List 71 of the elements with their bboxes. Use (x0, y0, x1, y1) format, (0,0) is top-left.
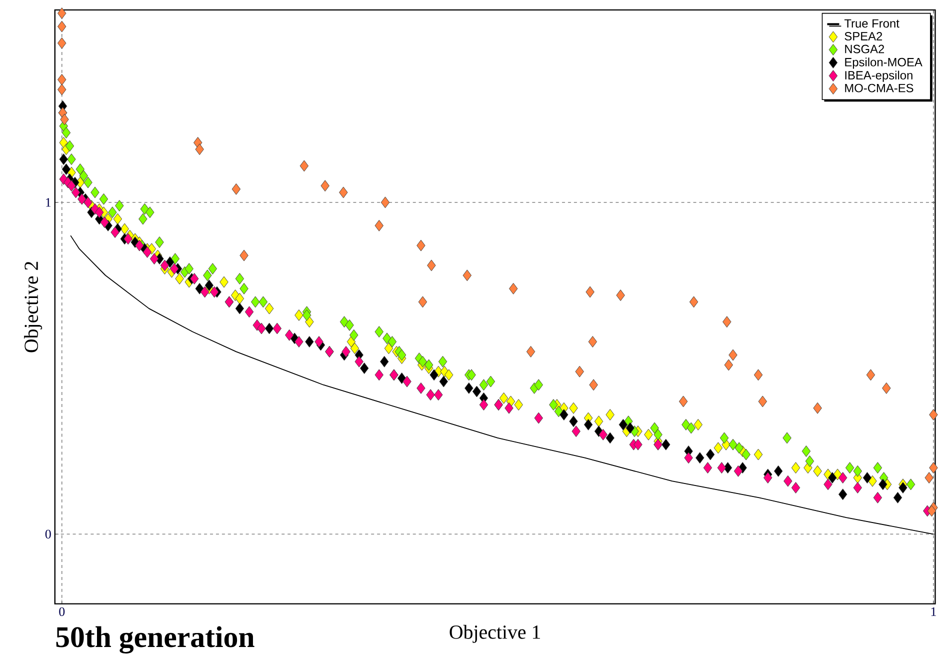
point (866, 369, 876, 381)
legend-label: MO-CMA-ES (845, 84, 914, 92)
point (195, 144, 204, 156)
point (882, 382, 891, 394)
point (722, 316, 732, 328)
legend-label: IBEA-epsilon (845, 70, 912, 82)
point (170, 263, 179, 275)
point (572, 426, 580, 438)
point (257, 322, 266, 334)
point (320, 180, 330, 192)
point (84, 196, 92, 208)
point (526, 346, 536, 358)
point (374, 220, 384, 232)
point (339, 186, 348, 198)
point (416, 240, 426, 252)
legend-label: Epsilon-MOEA (845, 58, 922, 69)
point (58, 8, 66, 20)
point (754, 369, 763, 381)
point (534, 412, 543, 424)
point (314, 336, 324, 348)
point (678, 396, 688, 408)
point (724, 359, 734, 371)
point (380, 196, 390, 208)
point (124, 233, 132, 245)
legend-label: SPEA2 (844, 32, 882, 41)
point (508, 283, 518, 295)
point (434, 389, 443, 401)
point (60, 114, 69, 126)
point (689, 296, 698, 308)
point (58, 20, 66, 32)
point (300, 160, 309, 172)
point (232, 184, 241, 195)
point (764, 472, 772, 484)
point (575, 366, 584, 378)
point (418, 296, 428, 308)
point (588, 336, 598, 348)
point (728, 349, 738, 361)
point (784, 475, 792, 487)
point (873, 492, 882, 504)
point (374, 369, 384, 381)
point (703, 462, 712, 474)
point (160, 260, 170, 272)
y-axis-title: Objective 2 (24, 262, 42, 352)
point (426, 389, 435, 401)
point (210, 286, 219, 298)
point (240, 250, 248, 262)
point (838, 472, 848, 484)
point (616, 290, 625, 302)
point (416, 382, 426, 394)
point (272, 322, 282, 334)
point (58, 38, 66, 50)
point (586, 286, 594, 298)
point (589, 379, 598, 391)
legend-label: True Front (844, 19, 900, 28)
point (758, 396, 767, 408)
text: 50th generation (56, 626, 254, 654)
point (634, 438, 642, 450)
point (110, 226, 120, 238)
point (342, 346, 350, 358)
x-axis-title: Objective 1 (450, 625, 540, 644)
point (791, 482, 800, 494)
point (824, 478, 832, 490)
point (462, 270, 472, 282)
point (427, 260, 436, 272)
point (58, 74, 66, 86)
point (813, 402, 822, 414)
point (67, 180, 76, 192)
point (244, 306, 254, 318)
legend-label: NSGA2 (845, 44, 884, 54)
point (853, 482, 862, 494)
point (58, 84, 66, 96)
